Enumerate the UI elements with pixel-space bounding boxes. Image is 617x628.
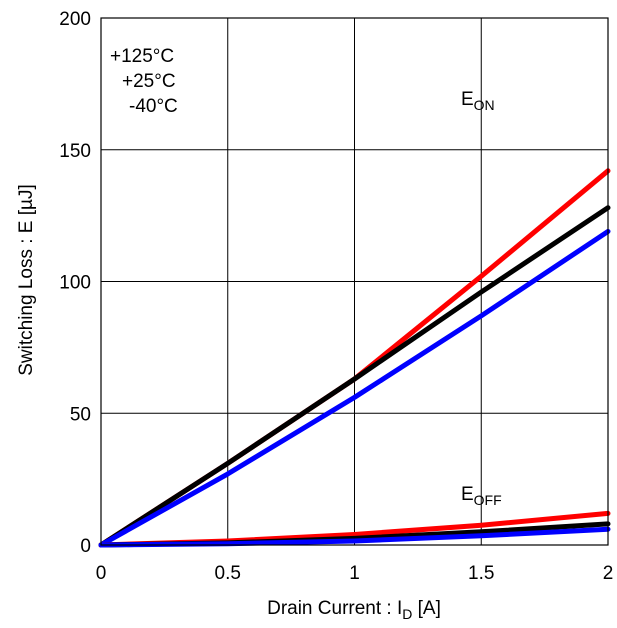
plot-frame — [100, 17, 609, 546]
y-tick-label: 50 — [70, 404, 91, 425]
x-axis-label-main: Drain Current : I — [267, 598, 402, 619]
y-tick-label: 200 — [59, 9, 91, 30]
y-tick-labels: 0 50 100 150 200 — [59, 9, 91, 557]
series-lines — [98, 168, 611, 548]
legend-entry-25: +25°C — [122, 71, 176, 92]
x-tick-label: 1 — [349, 563, 360, 584]
x-tick-label: 0 — [96, 563, 107, 584]
y-tick-label: 150 — [59, 141, 91, 162]
x-tick-label: 2 — [603, 563, 614, 584]
eoff-label-main: E — [461, 484, 474, 505]
series-line-e-off-5 — [98, 526, 611, 548]
x-tick-label: 0.5 — [215, 563, 241, 584]
eoff-label-sub: OFF — [474, 492, 502, 508]
legend-entry-minus40: -40°C — [129, 96, 178, 117]
eon-label-sub: ON — [474, 97, 495, 113]
y-tick-label: 100 — [59, 273, 91, 294]
x-tick-label: 1.5 — [468, 563, 494, 584]
eon-label: EON — [461, 89, 495, 113]
eon-label-main: E — [461, 89, 474, 110]
y-tick-label: 0 — [80, 536, 91, 557]
x-axis-label-sub: D — [402, 606, 412, 622]
y-axis-label: Switching Loss : E [µJ] — [16, 184, 37, 376]
series-line-e-on-1 — [98, 205, 611, 548]
legend-entry-125: +125°C — [110, 46, 174, 67]
series-labels: EON EOFF — [461, 89, 502, 508]
x-axis-label: Drain Current : ID [A] — [267, 598, 441, 622]
x-tick-labels: 0 0.5 1 1.5 2 — [96, 563, 614, 584]
x-axis-label-unit: [A] — [412, 598, 441, 619]
series-line-e-on-2 — [98, 228, 611, 548]
legend: +125°C +25°C -40°C — [110, 46, 178, 117]
eoff-label: EOFF — [461, 484, 502, 508]
